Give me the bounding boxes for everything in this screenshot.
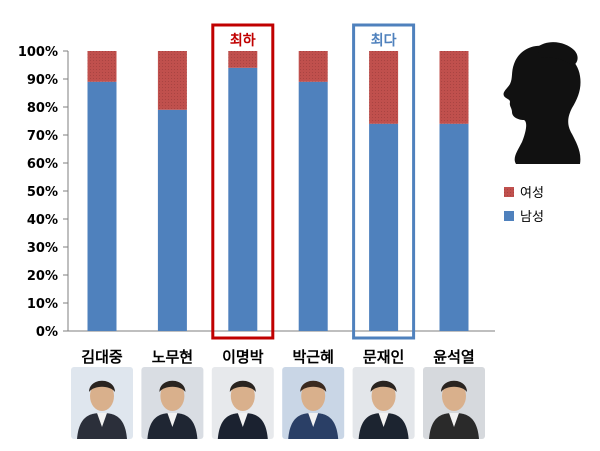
bar-male bbox=[369, 123, 399, 331]
portrait-photo bbox=[71, 367, 133, 439]
y-tick-label: 60% bbox=[27, 157, 58, 172]
highlight-label: 최하 bbox=[230, 32, 256, 49]
bar-male bbox=[228, 67, 258, 332]
highlight-boxes: 최하 최다 bbox=[211, 23, 416, 340]
category-label: 김대중 bbox=[81, 348, 123, 366]
category-label: 문재인 bbox=[363, 348, 404, 366]
portrait-photo bbox=[141, 367, 204, 439]
bar-female bbox=[369, 51, 399, 124]
highlight-box bbox=[211, 23, 275, 340]
y-axis: 0% 10% 20% 30% 40% 50% 60% 70% 80% 90% 100% bbox=[18, 45, 495, 340]
highlight-box bbox=[352, 23, 416, 340]
bar-female bbox=[228, 51, 258, 68]
bar-male bbox=[439, 123, 469, 331]
category-labels: 김대중 노무현 이명박 박근혜 문재인 윤석열 bbox=[81, 348, 474, 366]
y-tick-label: 20% bbox=[27, 269, 58, 284]
portrait-photo bbox=[352, 367, 415, 439]
y-tick-label: 80% bbox=[27, 101, 58, 116]
bar-female bbox=[298, 51, 328, 82]
y-tick-label: 90% bbox=[27, 73, 58, 88]
portrait-photo bbox=[423, 367, 485, 439]
portrait-photo bbox=[211, 367, 274, 439]
y-tick-label: 30% bbox=[27, 241, 58, 256]
bar-male bbox=[157, 109, 187, 331]
portrait-photo bbox=[282, 367, 345, 439]
highlight-label: 최다 bbox=[371, 33, 397, 49]
category-label: 박근혜 bbox=[292, 348, 333, 366]
y-tick-label: 40% bbox=[27, 213, 58, 228]
category-label: 이명박 bbox=[222, 348, 264, 366]
woman-profile-silhouette-icon bbox=[503, 42, 581, 165]
category-label: 윤석열 bbox=[433, 348, 474, 366]
y-tick-label: 10% bbox=[27, 297, 58, 312]
bar-male bbox=[298, 81, 328, 331]
legend-swatch bbox=[504, 211, 514, 221]
bar-female bbox=[157, 51, 187, 110]
portraits bbox=[71, 367, 485, 439]
y-tick-label: 0% bbox=[36, 325, 58, 340]
bars bbox=[87, 51, 469, 332]
legend-label: 남성 bbox=[520, 210, 544, 225]
y-tick-label: 100% bbox=[18, 45, 58, 60]
bar-female bbox=[87, 51, 117, 82]
bar-male bbox=[87, 81, 117, 331]
y-tick-label: 50% bbox=[27, 185, 58, 200]
y-tick-label: 70% bbox=[27, 129, 58, 144]
legend-label: 여성 bbox=[520, 186, 544, 201]
category-label: 노무현 bbox=[152, 348, 193, 366]
bar-female bbox=[439, 51, 469, 124]
legend-swatch bbox=[504, 187, 514, 197]
